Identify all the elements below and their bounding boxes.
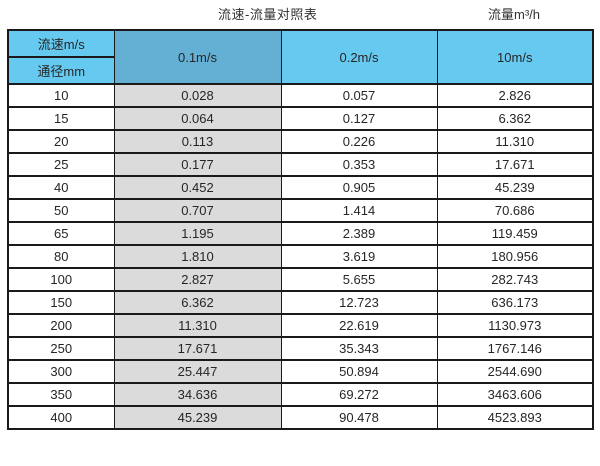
table-row: 100 2.827 5.655 282.743 xyxy=(7,267,594,292)
flow-value-cell: 0.113 xyxy=(113,129,282,154)
diameter-cell: 400 xyxy=(7,405,115,430)
flow-value-cell: 1.810 xyxy=(113,244,282,269)
flow-value-cell: 34.636 xyxy=(113,382,282,407)
flow-value-cell: 25.447 xyxy=(113,359,282,384)
flow-value-cell: 282.743 xyxy=(436,267,594,292)
diameter-cell: 50 xyxy=(7,198,115,223)
diameter-cell: 15 xyxy=(7,106,115,131)
diameter-cell: 80 xyxy=(7,244,115,269)
diameter-cell: 250 xyxy=(7,336,115,361)
diameter-cell: 200 xyxy=(7,313,115,338)
flow-value-cell: 0.353 xyxy=(280,152,438,177)
flow-value-cell: 2.826 xyxy=(436,83,594,108)
table-row: 40 0.452 0.905 45.239 xyxy=(7,175,594,200)
flow-value-cell: 5.655 xyxy=(280,267,438,292)
flow-value-cell: 90.478 xyxy=(280,405,438,430)
flow-value-cell: 11.310 xyxy=(436,129,594,154)
flow-value-cell: 1130.973 xyxy=(436,313,594,338)
header-col-10ms: 10m/s xyxy=(436,29,594,85)
table-body: 10 0.028 0.057 2.826 15 0.064 0.127 6.362 20 0.11… xyxy=(7,83,594,430)
diameter-cell: 65 xyxy=(7,221,115,246)
diameter-cell: 150 xyxy=(7,290,115,315)
flow-value-cell: 2.389 xyxy=(280,221,438,246)
flow-value-cell: 45.239 xyxy=(113,405,282,430)
header-row-bottom: 通径mm xyxy=(7,56,593,85)
flow-value-cell: 0.226 xyxy=(280,129,438,154)
table-row: 350 34.636 69.272 3463.606 xyxy=(7,382,594,407)
flow-value-cell: 0.177 xyxy=(113,152,282,177)
flow-value-cell: 3463.606 xyxy=(436,382,594,407)
page-title: 流速-流量对照表 xyxy=(218,7,318,22)
table-row: 150 6.362 12.723 636.173 xyxy=(7,290,594,315)
flow-value-cell: 180.956 xyxy=(436,244,594,269)
flow-value-cell: 0.057 xyxy=(280,83,438,108)
table-row: 400 45.239 90.478 4523.893 xyxy=(7,405,594,430)
table-row: 300 25.447 50.894 2544.690 xyxy=(7,359,594,384)
flow-value-cell: 17.671 xyxy=(113,336,282,361)
flow-value-cell: 2.827 xyxy=(113,267,282,292)
flow-value-cell: 6.362 xyxy=(113,290,282,315)
table-row: 15 0.064 0.127 6.362 xyxy=(7,106,594,131)
header-diameter-label: 通径mm xyxy=(7,56,115,85)
header-velocity-label: 流速m/s xyxy=(7,29,115,58)
diameter-cell: 40 xyxy=(7,175,115,200)
flow-value-cell: 12.723 xyxy=(280,290,438,315)
flow-value-cell: 0.028 xyxy=(113,83,282,108)
flow-value-cell: 35.343 xyxy=(280,336,438,361)
diameter-cell: 25 xyxy=(7,152,115,177)
flow-value-cell: 22.619 xyxy=(280,313,438,338)
table-header: 流速m/s 0.1m/s 0.2m/s 10m/s 通径mm xyxy=(7,29,594,85)
flow-value-cell: 1.414 xyxy=(280,198,438,223)
diameter-cell: 350 xyxy=(7,382,115,407)
diameter-cell: 100 xyxy=(7,267,115,292)
flow-value-cell: 636.173 xyxy=(436,290,594,315)
flow-value-cell: 3.619 xyxy=(280,244,438,269)
diameter-cell: 10 xyxy=(7,83,115,108)
flow-value-cell: 2544.690 xyxy=(436,359,594,384)
flow-value-cell: 1.195 xyxy=(113,221,282,246)
flow-value-cell: 119.459 xyxy=(436,221,594,246)
flow-value-cell: 70.686 xyxy=(436,198,594,223)
table-row: 50 0.707 1.414 70.686 xyxy=(7,198,594,223)
table-row: 10 0.028 0.057 2.826 xyxy=(7,83,594,108)
table-row: 80 1.810 3.619 180.956 xyxy=(7,244,594,269)
flow-value-cell: 50.894 xyxy=(280,359,438,384)
flow-rate-table: 流速m/s 0.1m/s 0.2m/s 10m/s 通径mm 10 0.028 0.… xyxy=(7,29,594,430)
flow-value-cell: 1767.146 xyxy=(436,336,594,361)
flow-value-cell: 0.064 xyxy=(113,106,282,131)
table-row: 200 11.310 22.619 1130.973 xyxy=(7,313,594,338)
flow-value-cell: 0.905 xyxy=(280,175,438,200)
flow-value-cell: 69.272 xyxy=(280,382,438,407)
flow-value-cell: 6.362 xyxy=(436,106,594,131)
header-col-0.2ms: 0.2m/s xyxy=(280,29,438,85)
flow-value-cell: 17.671 xyxy=(436,152,594,177)
title-bar: 流速-流量对照表 流量m³/h xyxy=(0,0,600,29)
flow-value-cell: 11.310 xyxy=(113,313,282,338)
flow-value-cell: 4523.893 xyxy=(436,405,594,430)
table-row: 250 17.671 35.343 1767.146 xyxy=(7,336,594,361)
diameter-cell: 300 xyxy=(7,359,115,384)
header-row-top: 流速m/s 0.1m/s 0.2m/s 10m/s xyxy=(7,29,594,85)
flow-value-cell: 0.127 xyxy=(280,106,438,131)
table-row: 20 0.113 0.226 11.310 xyxy=(7,129,594,154)
flow-unit-label: 流量m³/h xyxy=(488,7,541,22)
diameter-cell: 20 xyxy=(7,129,115,154)
table-row: 25 0.177 0.353 17.671 xyxy=(7,152,594,177)
table-row: 65 1.195 2.389 119.459 xyxy=(7,221,594,246)
flow-value-cell: 0.707 xyxy=(113,198,282,223)
header-col-0.1ms: 0.1m/s xyxy=(113,29,282,85)
flow-value-cell: 0.452 xyxy=(113,175,282,200)
flow-value-cell: 45.239 xyxy=(436,175,594,200)
